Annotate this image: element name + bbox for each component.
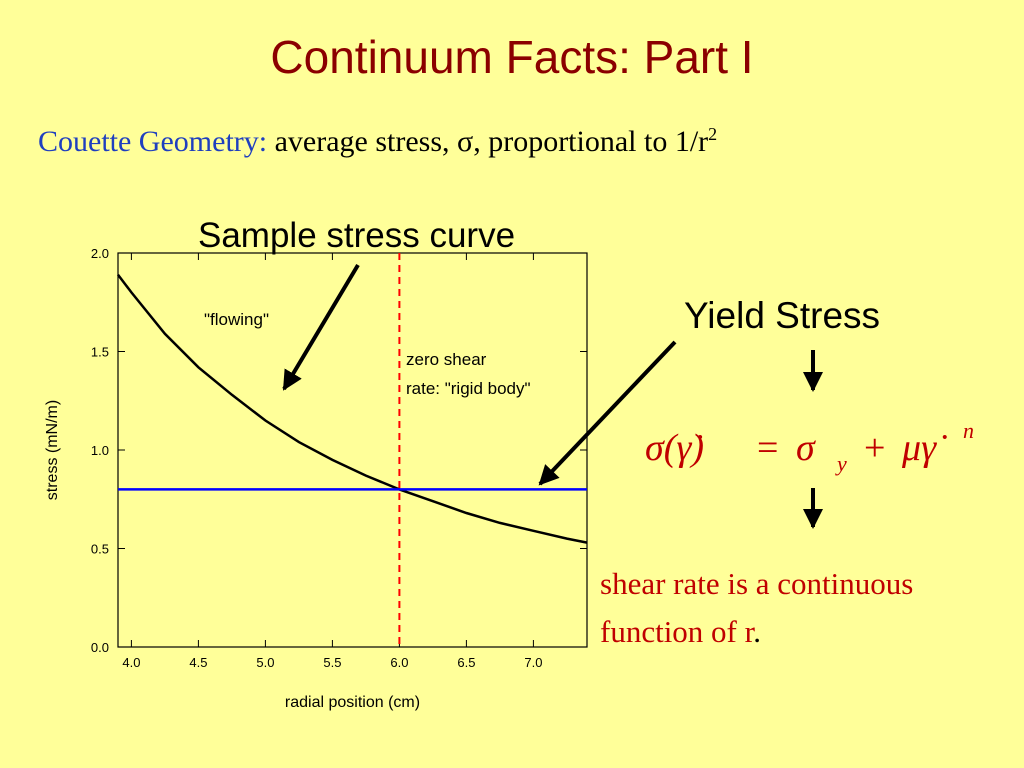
eq-rate-term: μγ̇ [901, 427, 947, 469]
y-tick-label: 1.0 [91, 443, 109, 458]
conclusion-body: shear rate is a continuous function of r [600, 566, 914, 649]
eq-sigma: σ [796, 427, 816, 469]
yield-stress-label: Yield Stress [684, 295, 881, 336]
subtitle-exponent: 2 [708, 124, 718, 144]
eq-equals: = [757, 427, 778, 469]
y-tick-label: 1.5 [91, 345, 109, 360]
eq-power: n [963, 418, 974, 443]
eq-yield-sub: y [835, 451, 847, 476]
y-tick-label: 0.5 [91, 542, 109, 557]
y-tick-label: 2.0 [91, 246, 109, 261]
subtitle-rest: average stress, σ, proportional to 1/r [267, 125, 709, 158]
y-tick-label: 0.0 [91, 640, 109, 655]
x-tick-label: 5.0 [256, 655, 274, 670]
series-layer [117, 253, 588, 647]
x-tick-label: 5.5 [323, 655, 341, 670]
x-tick-label: 4.0 [122, 655, 140, 670]
rigid-annotation-line1: zero shear [406, 350, 487, 369]
plot-frame [117, 252, 588, 648]
x-tick-label: 7.0 [524, 655, 542, 670]
caption-arrow [282, 263, 360, 391]
flowing-annotation: "flowing" [204, 310, 269, 329]
stress-chart: 4.0 4.5 5.0 5.5 6.0 6.5 7.0 0.0 0.5 1.0 1.5 2.0 rad… [44, 246, 588, 711]
herschel-bulkley-equation: σ(γ̇) = σ y + μγ̇ n [645, 418, 974, 476]
y-axis-label: stress (mN/m) [44, 400, 61, 500]
x-axis-label: radial position (cm) [285, 694, 420, 711]
slide-subtitle: Couette Geometry: average stress, σ, pro… [38, 124, 717, 159]
slide-title: Continuum Facts: Part I [270, 31, 754, 83]
conclusion-text: shear rate is a continuous function of r… [600, 560, 1010, 656]
x-tick-label: 6.0 [390, 655, 408, 670]
axis-ticks: 4.0 4.5 5.0 5.5 6.0 6.5 7.0 0.0 0.5 1.0 1.5 2.0 [91, 246, 587, 670]
x-tick-label: 6.5 [457, 655, 475, 670]
stress-curve-line [117, 273, 588, 544]
chart-caption: Sample stress curve [198, 216, 516, 255]
yield-arrow [538, 340, 677, 486]
eq-plus: + [864, 427, 885, 469]
x-tick-label: 4.5 [189, 655, 207, 670]
conclusion-punct: . [753, 614, 761, 649]
subtitle-lead: Couette Geometry: [38, 125, 268, 158]
rigid-annotation-line2: rate: "rigid body" [406, 379, 531, 398]
eq-lhs: σ(γ̇) [645, 427, 704, 469]
